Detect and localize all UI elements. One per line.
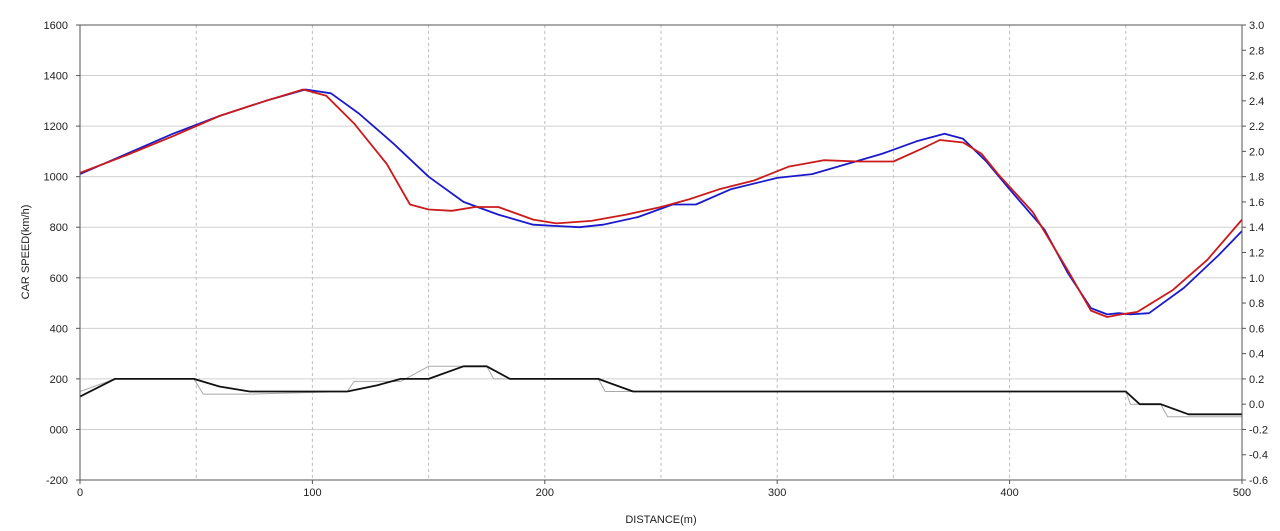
series-line-2 — [79, 365, 1242, 416]
x-tick-label: 400 — [1000, 487, 1018, 499]
y-tick-label: -200 — [46, 475, 68, 487]
ticks: -2000002004006008001000120014001600-0.6-… — [44, 20, 1268, 499]
x-axis-title: DISTANCE(m) — [625, 514, 696, 526]
y2-tick-label: -0.6 — [1249, 475, 1268, 487]
x-tick-label: 0 — [77, 487, 83, 499]
y2-tick-label: 0.6 — [1249, 323, 1264, 335]
y2-tick-label: 1.6 — [1249, 197, 1264, 209]
y2-tick-label: 0.2 — [1249, 374, 1264, 386]
series-group — [79, 88, 1243, 418]
y2-tick-label: 2.6 — [1249, 71, 1264, 83]
y2-tick-label: 2.4 — [1249, 96, 1264, 108]
x-tick-label: 100 — [303, 487, 321, 499]
y2-tick-label: -0.2 — [1249, 424, 1268, 436]
y-tick-label: 1400 — [44, 71, 68, 83]
grid — [80, 25, 1242, 480]
y-tick-label: 800 — [50, 222, 68, 234]
y-tick-label: 600 — [50, 273, 68, 285]
x-tick-label: 500 — [1233, 487, 1251, 499]
y2-tick-label: 1.2 — [1249, 248, 1264, 260]
y2-tick-label: 3.0 — [1249, 20, 1264, 32]
series-line-1 — [79, 88, 1243, 318]
series-line-0 — [79, 88, 1243, 316]
y2-tick-label: -0.4 — [1249, 450, 1268, 462]
y-tick-label: 200 — [50, 374, 68, 386]
y2-tick-label: 2.8 — [1249, 45, 1264, 57]
y-tick-label: 400 — [50, 323, 68, 335]
y-tick-label: 000 — [50, 424, 68, 436]
y-axis-title: CAR SPEED(km/h) — [20, 205, 32, 300]
y-tick-label: 1000 — [44, 172, 68, 184]
y-tick-label: 1200 — [44, 121, 68, 133]
y2-tick-label: 1.8 — [1249, 172, 1264, 184]
y2-tick-label: 0.4 — [1249, 349, 1264, 361]
x-tick-label: 300 — [768, 487, 786, 499]
y-tick-label: 1600 — [44, 20, 68, 32]
y2-tick-label: 2.0 — [1249, 146, 1264, 158]
y2-tick-label: 1.4 — [1249, 222, 1264, 234]
y2-tick-label: 0.8 — [1249, 298, 1264, 310]
y2-tick-label: 1.0 — [1249, 273, 1264, 285]
y2-tick-label: 2.2 — [1249, 121, 1264, 133]
x-tick-label: 200 — [536, 487, 554, 499]
y2-tick-label: 0.0 — [1249, 399, 1264, 411]
